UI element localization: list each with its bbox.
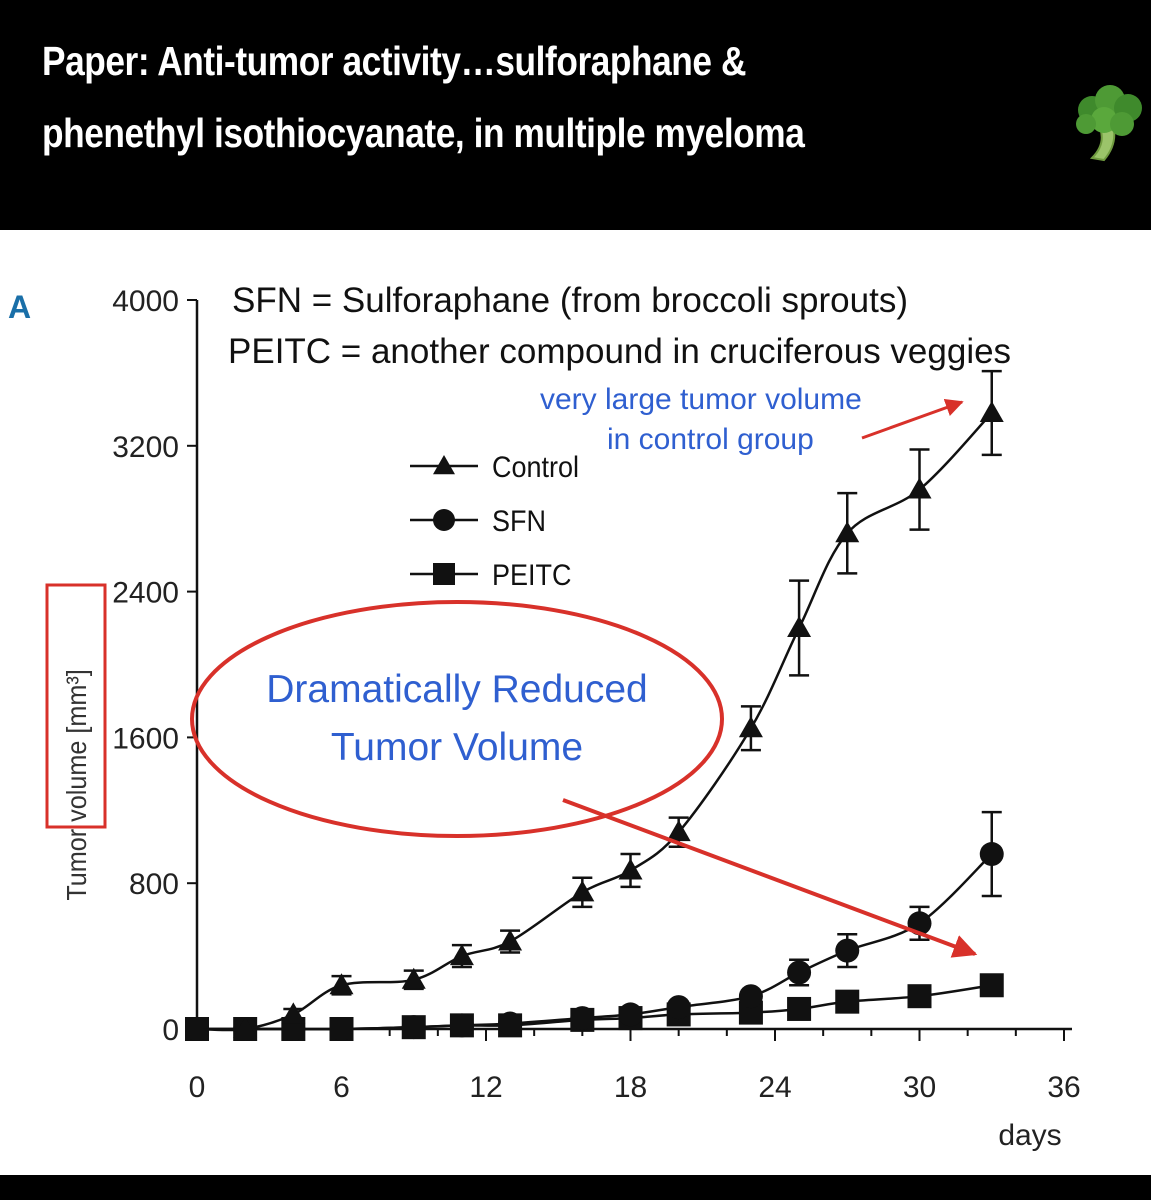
reduced-note-arrow [562, 798, 978, 958]
data-point-control [233, 1017, 258, 1038]
chart-legend: Control SFN PEITC [410, 451, 579, 593]
x-tick-label: 6 [333, 1071, 350, 1104]
series-peitc [185, 973, 1004, 1041]
legend-marker-control [433, 455, 455, 475]
data-point-peitc [907, 984, 932, 1009]
data-point-sfn [570, 1006, 595, 1031]
x-tick-label: 12 [469, 1071, 502, 1104]
legend-item-control: Control [410, 451, 579, 485]
data-point-sfn [618, 1002, 643, 1027]
legend-item-peitc: PEITC [410, 559, 571, 593]
data-point-control [787, 616, 812, 638]
reduced-note-line2: Tumor Volume [331, 726, 583, 769]
legend-label-control: Control [492, 451, 579, 485]
series-line-sfn [196, 853, 993, 1031]
legend-marker-sfn [433, 509, 455, 531]
data-point-control [401, 967, 426, 989]
reduced-highlight-ellipse [190, 600, 724, 838]
data-point-sfn [738, 984, 763, 1009]
header-title-line1: Paper: Anti-tumor activity…sulforaphane … [42, 38, 747, 84]
y-label-highlight-box [45, 583, 107, 829]
data-point-control [738, 716, 763, 738]
definition-sfn: SFN = Sulforaphane (from broccoli sprout… [232, 281, 908, 320]
header-banner: Paper: Anti-tumor activity…sulforaphane … [0, 0, 1151, 230]
data-point-sfn [401, 1015, 426, 1040]
data-point-control [329, 973, 354, 995]
series-control [185, 369, 1004, 1038]
data-point-peitc [787, 996, 812, 1021]
data-point-sfn [835, 938, 860, 963]
x-tick-label: 18 [614, 1071, 647, 1104]
broccoli-icon [1076, 85, 1142, 162]
x-axis-label: days [998, 1119, 1061, 1152]
x-tick-label: 30 [903, 1071, 936, 1104]
series-line-peitc [196, 984, 992, 1031]
data-point-peitc [979, 973, 1004, 998]
data-point-control [281, 1002, 306, 1024]
data-point-sfn [449, 1013, 474, 1038]
reduced-note-line1: Dramatically Reduced [266, 668, 648, 711]
data-point-control [498, 929, 523, 951]
x-tick-label: 36 [1047, 1071, 1080, 1104]
data-point-control [835, 521, 860, 543]
data-point-control [666, 820, 691, 842]
data-point-peitc [738, 1000, 763, 1025]
data-point-control [979, 400, 1004, 422]
chart-series [185, 369, 1004, 1041]
data-point-control [618, 858, 643, 880]
data-point-sfn [666, 995, 691, 1020]
y-tick-label: 0 [162, 1014, 179, 1047]
legend-label-sfn: SFN [492, 505, 546, 539]
chart-axes: 0 800 1600 2400 3200 4000 0 6 12 18 24 30 36 [112, 285, 1080, 1104]
control-note-arrow [861, 399, 964, 440]
definition-peitc: PEITC = another compound in cruciferous … [228, 332, 1011, 371]
header-title-line2: phenethyl isothiocyanate, in multiple my… [42, 110, 805, 156]
data-point-control [570, 880, 595, 902]
legend-label-peitc: PEITC [492, 559, 571, 593]
x-tick-label: 0 [189, 1071, 206, 1104]
data-point-sfn [787, 960, 812, 985]
figure-panel: A 0 800 1600 2400 3200 4000 0 6 12 18 24 30 36 days … [0, 230, 1151, 1175]
data-point-sfn [979, 842, 1004, 867]
y-tick-label: 800 [129, 868, 179, 901]
y-tick-label: 2400 [112, 577, 179, 610]
data-point-control [185, 1017, 209, 1038]
data-point-control [449, 944, 474, 966]
y-tick-label: 4000 [112, 285, 179, 318]
data-point-sfn [329, 1017, 354, 1041]
control-note-line2: in control group [607, 423, 814, 456]
data-point-peitc [835, 989, 860, 1014]
data-point-control [907, 477, 932, 499]
y-tick-label: 1600 [112, 722, 179, 755]
y-axis-label: Tumor volume [mm³] [61, 669, 93, 900]
legend-marker-peitc [433, 563, 455, 585]
legend-item-sfn: SFN [410, 505, 546, 539]
control-note-line1: very large tumor volume [540, 383, 862, 416]
footer-bar [0, 1175, 1151, 1200]
series-line-control [196, 412, 993, 1032]
panel-label: A [8, 289, 31, 325]
y-tick-label: 3200 [112, 431, 179, 464]
x-tick-label: 24 [758, 1071, 791, 1104]
data-point-sfn [498, 1011, 523, 1036]
